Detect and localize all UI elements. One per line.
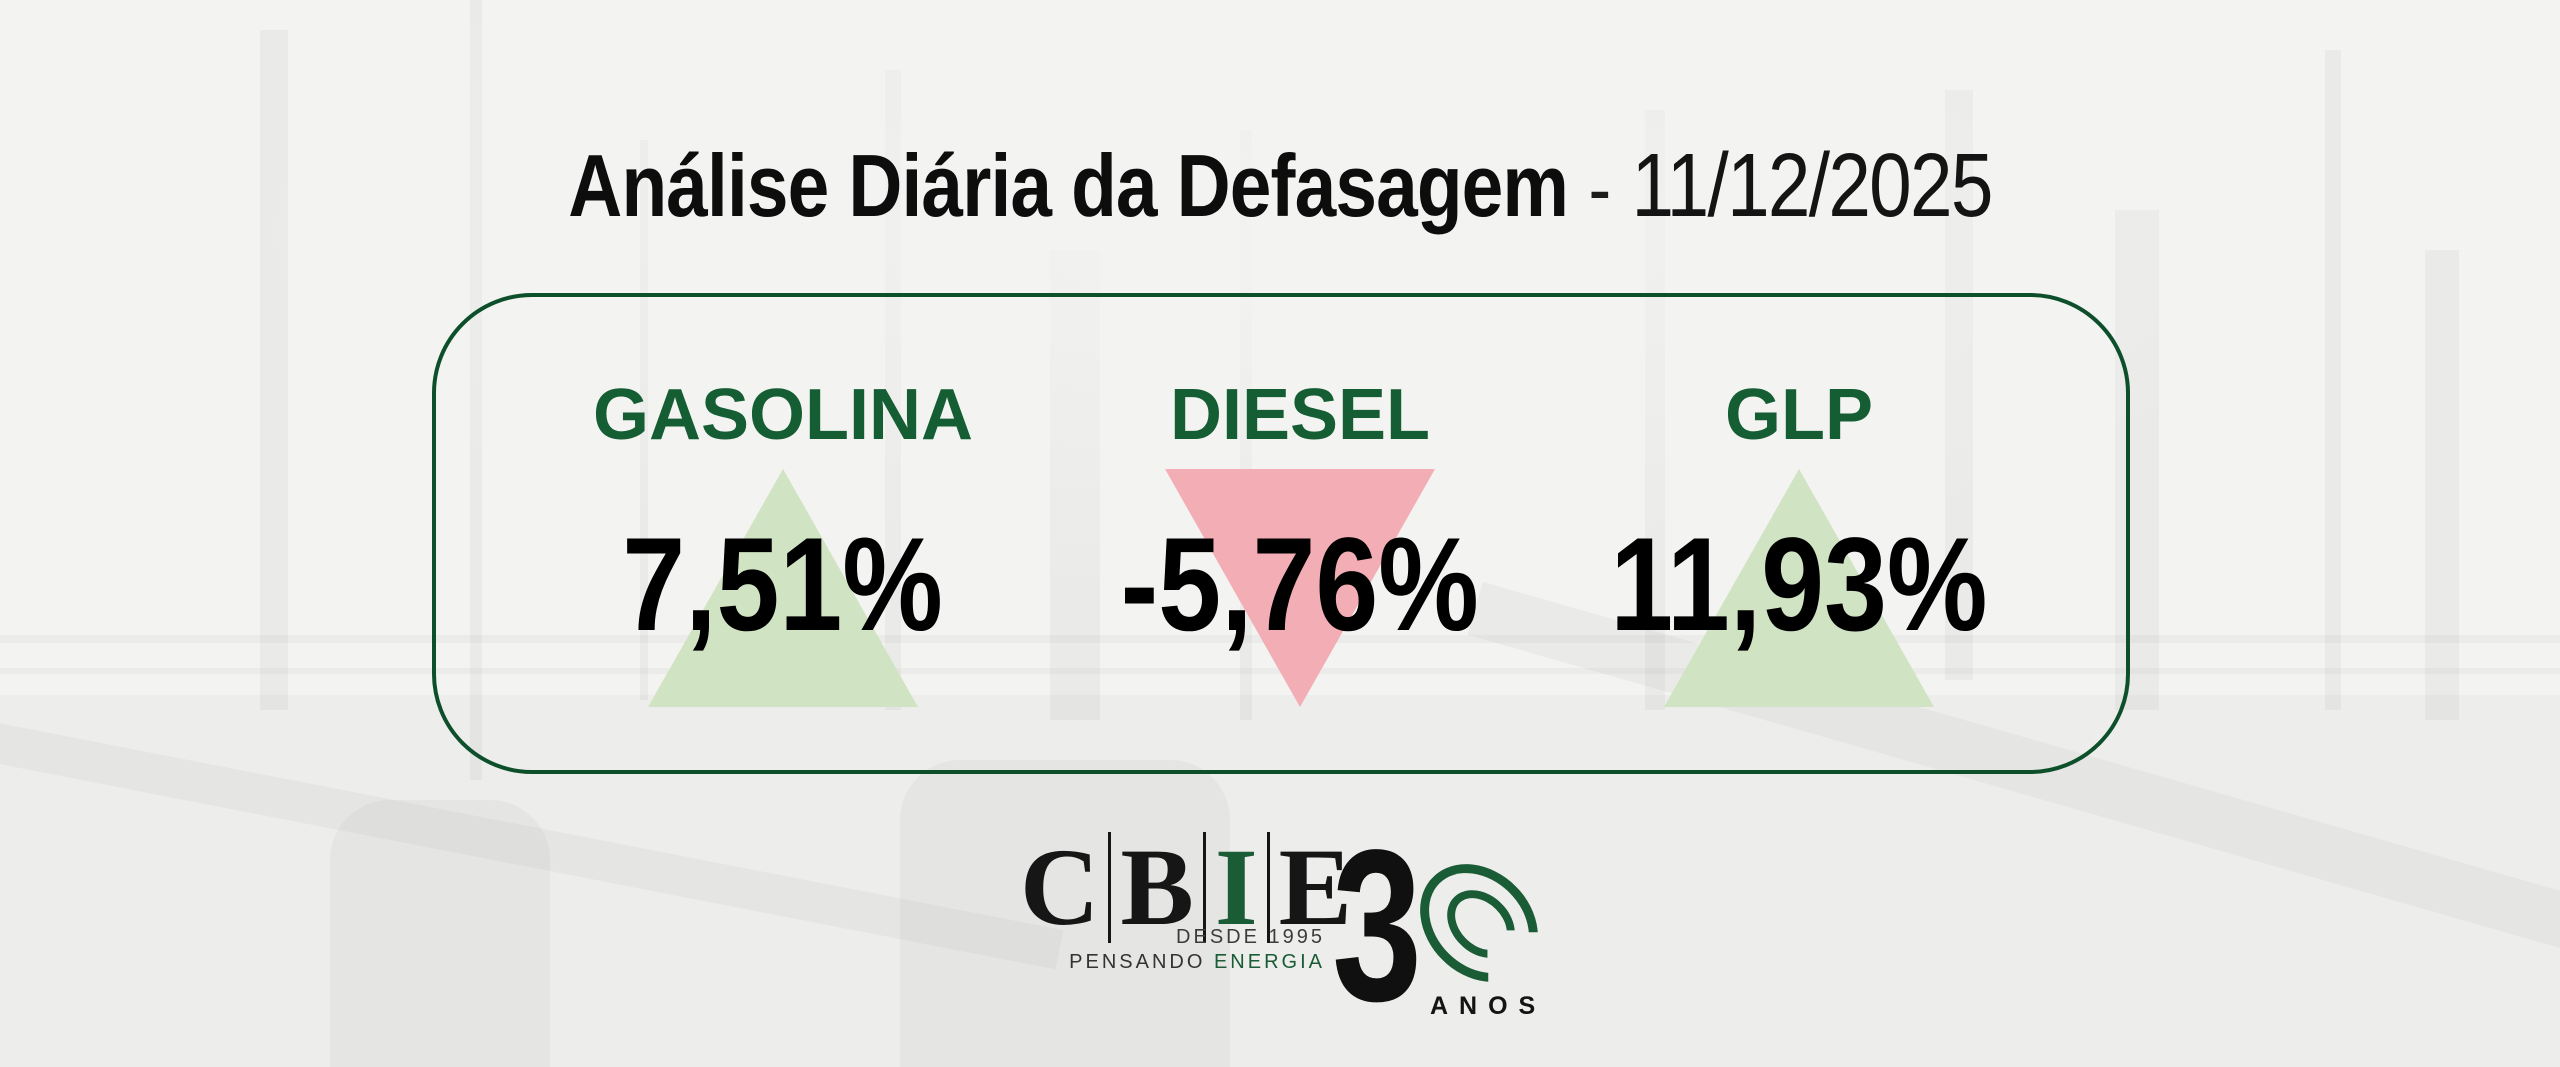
- logo-30-digit: 3: [1332, 804, 1423, 1046]
- logo-letter-e: E: [1278, 826, 1353, 948]
- logo-letter-c: C: [1020, 826, 1100, 948]
- fuel-label: GLP: [1724, 375, 1873, 455]
- fuel-value: 11,93%: [1610, 511, 1988, 659]
- defasagem-panel-border: [432, 293, 2130, 774]
- cbie-wordmark: C B I E: [1020, 832, 1352, 943]
- logo-letter-divider: [1108, 832, 1112, 943]
- fuel-value: 7,51%: [622, 511, 944, 659]
- page-title-date: 11/12/2025: [1631, 136, 1994, 236]
- page-title: Análise Diária da Defasagem - 11/12/2025: [192, 136, 2368, 239]
- logo-tagline-pensando: PENSANDO: [1069, 951, 1206, 973]
- logo-letter-i: I: [1214, 826, 1258, 948]
- fuel-label: GASOLINA: [592, 375, 973, 455]
- logo-tagline: PENSANDO ENERGIA: [1000, 951, 1325, 974]
- page-title-main: Análise Diária da Defasagem: [568, 136, 1569, 235]
- fuel-value: -5,76%: [1120, 511, 1480, 659]
- logo-letter-b: B: [1120, 826, 1194, 948]
- fuel-label: DIESEL: [1169, 375, 1431, 455]
- logo-letter-divider: [1266, 832, 1270, 943]
- logo-letter-divider: [1202, 832, 1206, 943]
- page-title-separator: -: [1588, 144, 1612, 233]
- logo-since-line: DESDE 1995: [1176, 926, 1325, 948]
- logo-anos-label: ANOS: [1430, 992, 1547, 1020]
- logo-tagline-energia: ENERGIA: [1213, 951, 1325, 973]
